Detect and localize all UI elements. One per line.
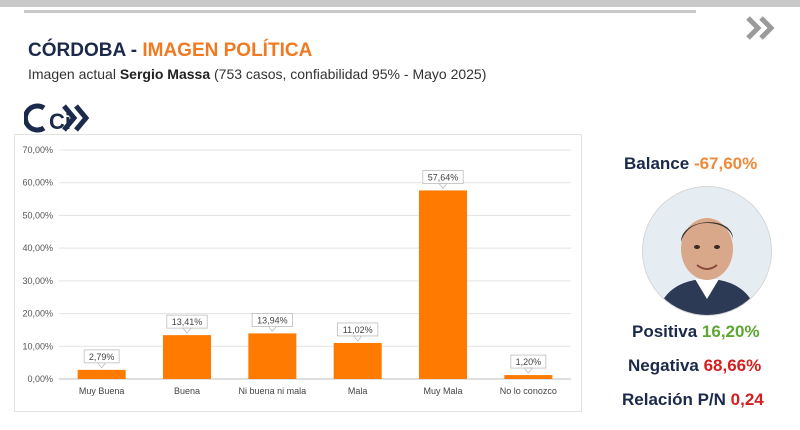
negative-stat: Negativa 68,66% xyxy=(628,356,761,376)
top-rule xyxy=(0,0,800,7)
x-tick-label: Ni buena ni mala xyxy=(239,386,307,396)
balance-stat: Balance -67,60% xyxy=(624,154,757,174)
subtitle-name: Sergio Massa xyxy=(119,66,211,82)
positive-value: 16,20% xyxy=(701,322,760,341)
data-label: 11,02% xyxy=(343,325,373,335)
data-label-pointer xyxy=(182,327,192,334)
x-tick-label: Muy Mala xyxy=(423,386,462,396)
title-region: CÓRDOBA - xyxy=(28,40,143,61)
subtitle-prefix: Imagen actual xyxy=(28,66,120,82)
positive-stat: Positiva 16,20% xyxy=(632,322,760,342)
bar xyxy=(419,190,467,379)
balance-value: -67,60% xyxy=(693,154,758,173)
page-subtitle: Imagen actual Sergio Massa (753 casos, c… xyxy=(28,66,486,82)
data-label-pointer xyxy=(352,335,363,342)
data-label-pointer xyxy=(438,183,448,190)
balance-label: Balance xyxy=(624,154,694,173)
data-label: 1,20% xyxy=(516,357,542,367)
data-label: 2,79% xyxy=(89,352,115,362)
x-tick-label: No lo conozco xyxy=(500,386,557,396)
positive-label: Positiva xyxy=(632,322,702,341)
chart-frame: 0,00% 10,00% 20,00% 30,00% 40,00% 50,00% 60,00… xyxy=(14,134,582,412)
bar xyxy=(77,369,126,379)
bar xyxy=(248,333,297,379)
data-label: 13,41% xyxy=(172,317,203,327)
double-chevron-right-icon xyxy=(746,16,775,40)
y-tick-label: 60,00% xyxy=(22,178,53,188)
ratio-label: Relación P/N xyxy=(622,390,731,409)
data-label-pointer xyxy=(523,367,534,374)
data-label-pointer xyxy=(267,325,278,333)
x-tick-label: Mala xyxy=(348,386,368,396)
bar xyxy=(504,375,553,379)
y-tick-label: 20,00% xyxy=(22,309,53,319)
y-tick-label: 40,00% xyxy=(22,243,53,253)
bar xyxy=(333,342,382,379)
negative-value: 68,66% xyxy=(703,356,762,375)
data-label: 13,94% xyxy=(257,315,288,325)
candidate-photo xyxy=(643,187,771,315)
bar-chart: 0,00% 10,00% 20,00% 30,00% 40,00% 50,00% 60,00… xyxy=(22,145,571,396)
data-label: 57,64% xyxy=(428,172,459,182)
y-tick-label: 0,00% xyxy=(27,374,53,384)
title-topic: IMAGEN POLÍTICA xyxy=(142,40,313,61)
page-title: CÓRDOBA - IMAGEN POLÍTICA xyxy=(28,40,312,62)
y-tick-label: 50,00% xyxy=(22,210,53,220)
ratio-value: 0,24 xyxy=(730,390,764,409)
subtitle-suffix: (753 casos, confiabilidad 95% - Mayo 202… xyxy=(210,66,487,82)
top-rule-secondary xyxy=(24,10,696,13)
ratio-stat: Relación P/N 0,24 xyxy=(622,390,764,410)
data-label-pointer xyxy=(96,362,107,369)
brand-logo: Ci xyxy=(24,103,90,134)
y-tick-label: 70,00% xyxy=(22,145,53,155)
y-tick-label: 30,00% xyxy=(22,276,53,286)
x-tick-label: Buena xyxy=(174,386,200,396)
y-tick-label: 10,00% xyxy=(22,341,53,351)
negative-label: Negativa xyxy=(628,356,704,375)
x-tick-label: Muy Buena xyxy=(79,386,125,396)
bar xyxy=(163,335,211,379)
